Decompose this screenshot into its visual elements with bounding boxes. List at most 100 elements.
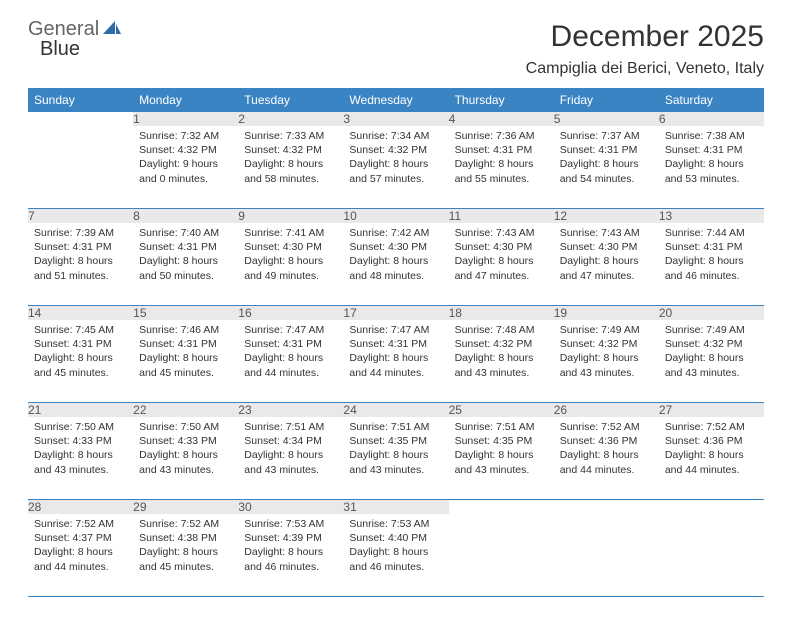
day-details: Sunrise: 7:45 AMSunset: 4:31 PMDaylight:… xyxy=(28,320,133,386)
day-number: 13 xyxy=(659,209,764,224)
day-details: Sunrise: 7:51 AMSunset: 4:34 PMDaylight:… xyxy=(238,417,343,483)
day-number: 23 xyxy=(238,403,343,418)
day-details: Sunrise: 7:32 AMSunset: 4:32 PMDaylight:… xyxy=(133,126,238,192)
day-cell: Sunrise: 7:47 AMSunset: 4:31 PMDaylight:… xyxy=(343,320,448,403)
day-number-empty xyxy=(449,500,554,515)
day-number-empty xyxy=(28,112,133,126)
day-cell: Sunrise: 7:41 AMSunset: 4:30 PMDaylight:… xyxy=(238,223,343,306)
day-number: 11 xyxy=(449,209,554,224)
day-number: 25 xyxy=(449,403,554,418)
day-details: Sunrise: 7:43 AMSunset: 4:30 PMDaylight:… xyxy=(449,223,554,289)
day-cell: Sunrise: 7:34 AMSunset: 4:32 PMDaylight:… xyxy=(343,126,448,209)
day-cell: Sunrise: 7:52 AMSunset: 4:36 PMDaylight:… xyxy=(659,417,764,500)
calendar-body: 123456Sunrise: 7:32 AMSunset: 4:32 PMDay… xyxy=(28,112,764,597)
day-details: Sunrise: 7:44 AMSunset: 4:31 PMDaylight:… xyxy=(659,223,764,289)
day-details: Sunrise: 7:52 AMSunset: 4:38 PMDaylight:… xyxy=(133,514,238,580)
day-details: Sunrise: 7:43 AMSunset: 4:30 PMDaylight:… xyxy=(554,223,659,289)
day-details: Sunrise: 7:50 AMSunset: 4:33 PMDaylight:… xyxy=(28,417,133,483)
day-cell: Sunrise: 7:50 AMSunset: 4:33 PMDaylight:… xyxy=(133,417,238,500)
day-cell: Sunrise: 7:42 AMSunset: 4:30 PMDaylight:… xyxy=(343,223,448,306)
day-number: 12 xyxy=(554,209,659,224)
weekday-header: Friday xyxy=(554,88,659,112)
day-details: Sunrise: 7:49 AMSunset: 4:32 PMDaylight:… xyxy=(554,320,659,386)
day-cell: Sunrise: 7:33 AMSunset: 4:32 PMDaylight:… xyxy=(238,126,343,209)
day-number: 24 xyxy=(343,403,448,418)
day-number: 20 xyxy=(659,306,764,321)
day-number: 1 xyxy=(133,112,238,126)
calendar-table: SundayMondayTuesdayWednesdayThursdayFrid… xyxy=(28,88,764,597)
day-details: Sunrise: 7:48 AMSunset: 4:32 PMDaylight:… xyxy=(449,320,554,386)
day-number: 9 xyxy=(238,209,343,224)
day-cell: Sunrise: 7:37 AMSunset: 4:31 PMDaylight:… xyxy=(554,126,659,209)
calendar-header: SundayMondayTuesdayWednesdayThursdayFrid… xyxy=(28,88,764,112)
day-number: 10 xyxy=(343,209,448,224)
day-cell: Sunrise: 7:52 AMSunset: 4:36 PMDaylight:… xyxy=(554,417,659,500)
day-cell: Sunrise: 7:49 AMSunset: 4:32 PMDaylight:… xyxy=(659,320,764,403)
day-number: 3 xyxy=(343,112,448,126)
day-cell: Sunrise: 7:39 AMSunset: 4:31 PMDaylight:… xyxy=(28,223,133,306)
day-cell: Sunrise: 7:44 AMSunset: 4:31 PMDaylight:… xyxy=(659,223,764,306)
day-details: Sunrise: 7:36 AMSunset: 4:31 PMDaylight:… xyxy=(449,126,554,192)
day-cell xyxy=(554,514,659,597)
location-label: Campiglia dei Berici, Veneto, Italy xyxy=(28,60,764,78)
day-cell: Sunrise: 7:32 AMSunset: 4:32 PMDaylight:… xyxy=(133,126,238,209)
day-details: Sunrise: 7:34 AMSunset: 4:32 PMDaylight:… xyxy=(343,126,448,192)
day-details: Sunrise: 7:33 AMSunset: 4:32 PMDaylight:… xyxy=(238,126,343,192)
day-number-empty xyxy=(554,500,659,515)
day-details: Sunrise: 7:52 AMSunset: 4:36 PMDaylight:… xyxy=(554,417,659,483)
day-number: 29 xyxy=(133,500,238,515)
day-number: 17 xyxy=(343,306,448,321)
day-details: Sunrise: 7:37 AMSunset: 4:31 PMDaylight:… xyxy=(554,126,659,192)
day-number: 22 xyxy=(133,403,238,418)
weekday-header: Wednesday xyxy=(343,88,448,112)
brand-part2: Blue xyxy=(40,38,80,60)
day-details: Sunrise: 7:52 AMSunset: 4:36 PMDaylight:… xyxy=(659,417,764,483)
day-number: 2 xyxy=(238,112,343,126)
day-number: 8 xyxy=(133,209,238,224)
day-details: Sunrise: 7:51 AMSunset: 4:35 PMDaylight:… xyxy=(343,417,448,483)
day-number: 18 xyxy=(449,306,554,321)
day-cell: Sunrise: 7:43 AMSunset: 4:30 PMDaylight:… xyxy=(449,223,554,306)
day-number: 16 xyxy=(238,306,343,321)
day-cell: Sunrise: 7:53 AMSunset: 4:39 PMDaylight:… xyxy=(238,514,343,597)
weekday-header: Saturday xyxy=(659,88,764,112)
day-cell: Sunrise: 7:53 AMSunset: 4:40 PMDaylight:… xyxy=(343,514,448,597)
day-cell: Sunrise: 7:36 AMSunset: 4:31 PMDaylight:… xyxy=(449,126,554,209)
day-cell: Sunrise: 7:51 AMSunset: 4:35 PMDaylight:… xyxy=(343,417,448,500)
day-cell xyxy=(28,126,133,209)
day-cell: Sunrise: 7:49 AMSunset: 4:32 PMDaylight:… xyxy=(554,320,659,403)
day-cell: Sunrise: 7:52 AMSunset: 4:38 PMDaylight:… xyxy=(133,514,238,597)
day-details: Sunrise: 7:53 AMSunset: 4:40 PMDaylight:… xyxy=(343,514,448,580)
weekday-header: Sunday xyxy=(28,88,133,112)
day-details: Sunrise: 7:40 AMSunset: 4:31 PMDaylight:… xyxy=(133,223,238,289)
day-cell: Sunrise: 7:52 AMSunset: 4:37 PMDaylight:… xyxy=(28,514,133,597)
day-cell: Sunrise: 7:40 AMSunset: 4:31 PMDaylight:… xyxy=(133,223,238,306)
day-cell: Sunrise: 7:48 AMSunset: 4:32 PMDaylight:… xyxy=(449,320,554,403)
day-details: Sunrise: 7:50 AMSunset: 4:33 PMDaylight:… xyxy=(133,417,238,483)
day-cell: Sunrise: 7:51 AMSunset: 4:35 PMDaylight:… xyxy=(449,417,554,500)
day-number: 31 xyxy=(343,500,448,515)
day-cell xyxy=(659,514,764,597)
day-details: Sunrise: 7:49 AMSunset: 4:32 PMDaylight:… xyxy=(659,320,764,386)
day-number: 26 xyxy=(554,403,659,418)
day-cell: Sunrise: 7:47 AMSunset: 4:31 PMDaylight:… xyxy=(238,320,343,403)
day-number: 14 xyxy=(28,306,133,321)
month-title: December 2025 xyxy=(28,20,764,54)
day-details: Sunrise: 7:42 AMSunset: 4:30 PMDaylight:… xyxy=(343,223,448,289)
day-cell: Sunrise: 7:38 AMSunset: 4:31 PMDaylight:… xyxy=(659,126,764,209)
weekday-header: Tuesday xyxy=(238,88,343,112)
day-number: 4 xyxy=(449,112,554,126)
day-number: 28 xyxy=(28,500,133,515)
day-details: Sunrise: 7:47 AMSunset: 4:31 PMDaylight:… xyxy=(343,320,448,386)
day-details: Sunrise: 7:53 AMSunset: 4:39 PMDaylight:… xyxy=(238,514,343,580)
day-details: Sunrise: 7:38 AMSunset: 4:31 PMDaylight:… xyxy=(659,126,764,192)
day-number: 15 xyxy=(133,306,238,321)
weekday-header: Thursday xyxy=(449,88,554,112)
day-number: 21 xyxy=(28,403,133,418)
day-details: Sunrise: 7:52 AMSunset: 4:37 PMDaylight:… xyxy=(28,514,133,580)
day-cell: Sunrise: 7:51 AMSunset: 4:34 PMDaylight:… xyxy=(238,417,343,500)
day-cell xyxy=(449,514,554,597)
day-number: 7 xyxy=(28,209,133,224)
day-details: Sunrise: 7:41 AMSunset: 4:30 PMDaylight:… xyxy=(238,223,343,289)
brand-part2-wrap: Blue xyxy=(40,38,80,61)
